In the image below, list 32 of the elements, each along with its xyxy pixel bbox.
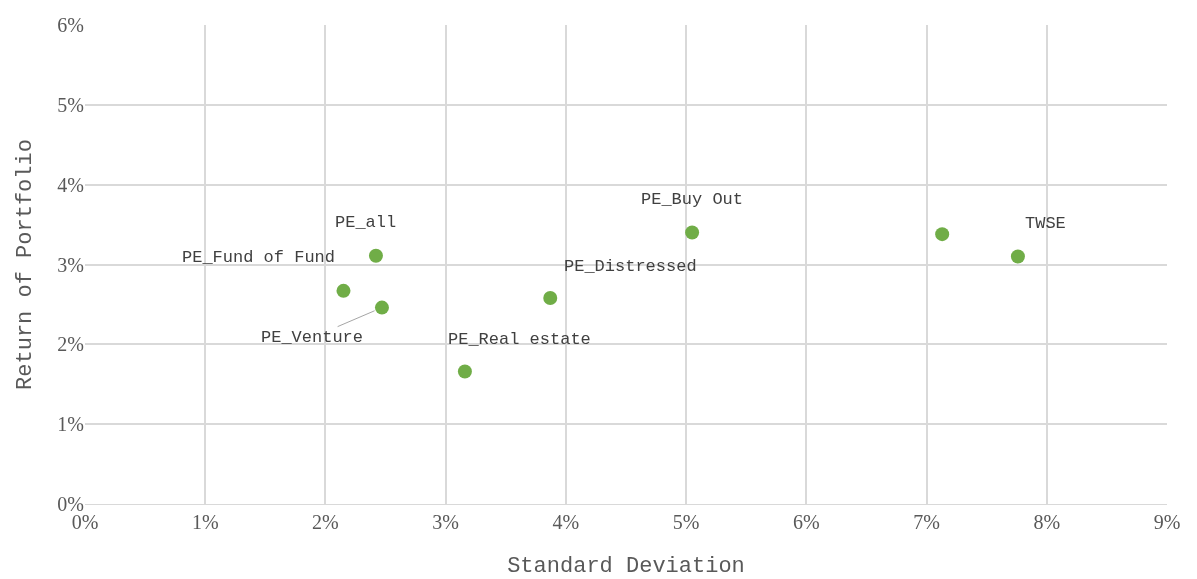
- annotation: PE_Buy Out: [641, 190, 744, 209]
- x-tick-label: 5%: [672, 511, 700, 533]
- annotation: PE_Venture: [261, 328, 364, 347]
- point: [457, 364, 472, 379]
- y-tick-label: 6%: [57, 14, 84, 36]
- point: [543, 291, 558, 306]
- annotation: PE_all: [335, 213, 397, 232]
- x-tick-label: 2%: [312, 511, 339, 533]
- annotation: PE_Distressed: [564, 257, 697, 276]
- y-tick-label: 5%: [57, 93, 84, 116]
- y-tick-label: 4%: [57, 173, 84, 196]
- point: [685, 225, 700, 240]
- x-tick-label: 3%: [432, 511, 460, 533]
- annotation: TWSE: [1025, 214, 1066, 233]
- annotation: PE_Real estate: [448, 330, 591, 349]
- y-axis-title: Return of Portfolio: [13, 139, 38, 390]
- point: [1010, 249, 1025, 264]
- point: [368, 248, 383, 263]
- point: [374, 300, 389, 315]
- x-tick-label: 7%: [913, 511, 940, 533]
- point: [336, 283, 351, 298]
- x-tick-label: 8%: [1033, 511, 1061, 533]
- y-tick-label: 2%: [57, 333, 84, 356]
- x-tick-label: 9%: [1153, 511, 1181, 533]
- x-axis-title: Standard Deviation: [507, 554, 745, 579]
- x-tick-label: 6%: [792, 511, 820, 533]
- x-tick-label: 4%: [552, 511, 580, 533]
- point: [935, 227, 950, 242]
- x-tick-label: 1%: [191, 511, 219, 533]
- y-tick-label: 1%: [57, 413, 84, 436]
- y-tick-label: 3%: [57, 253, 84, 276]
- annotation: PE_Fund of Fund: [182, 248, 336, 267]
